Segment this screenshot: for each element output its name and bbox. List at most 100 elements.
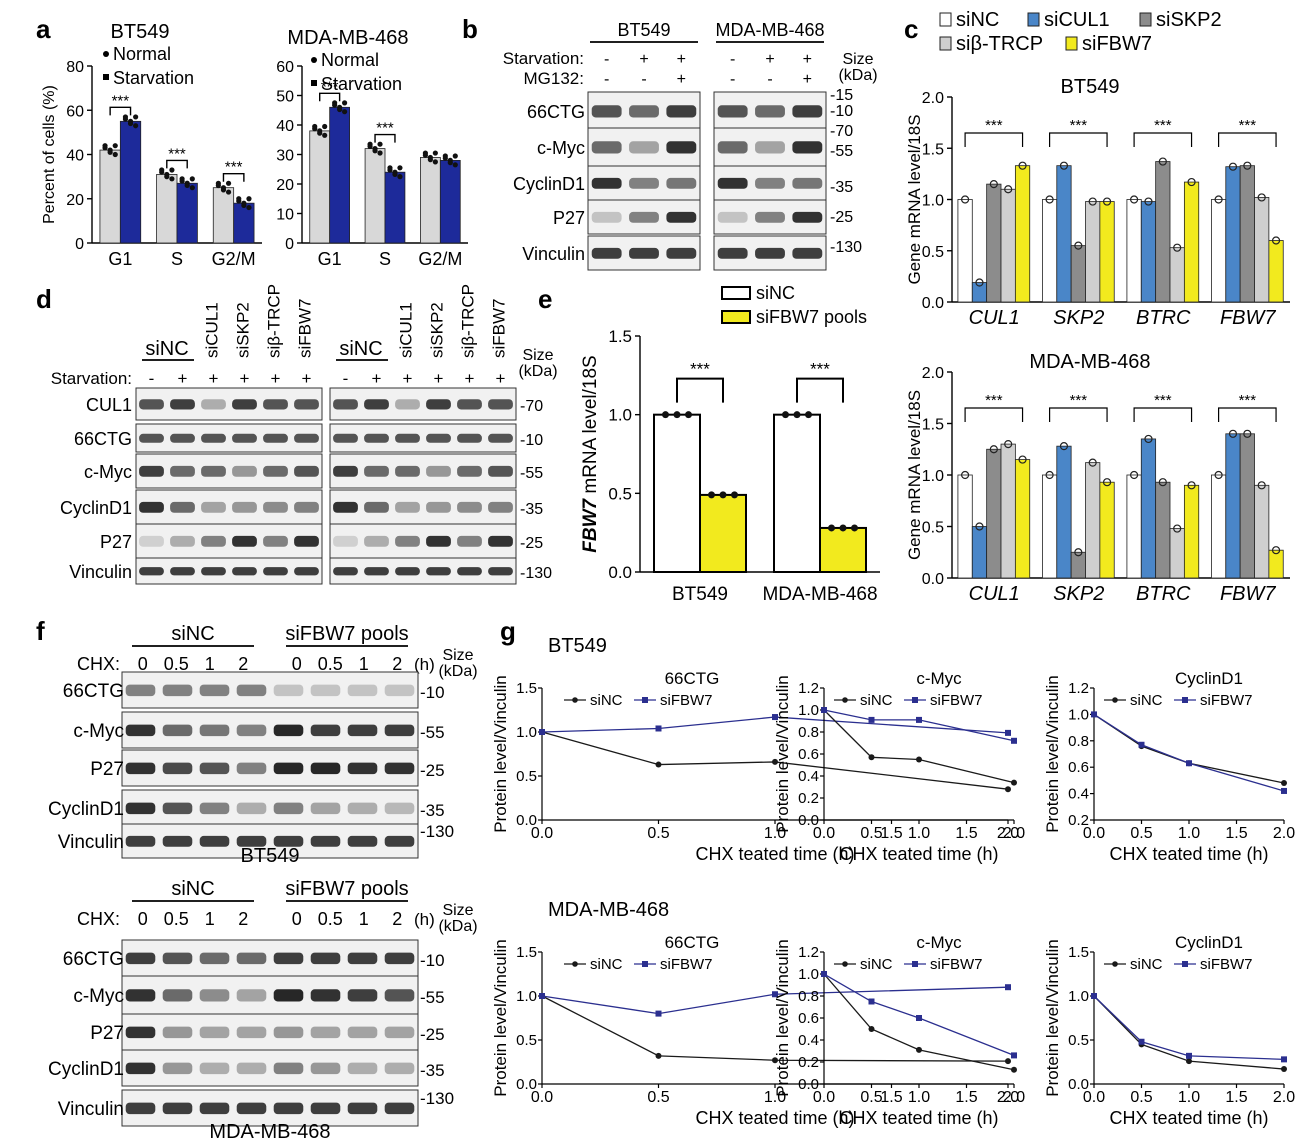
bar [957, 474, 973, 579]
mg132-sign: - [767, 71, 772, 88]
starvation-sign: - [604, 51, 609, 68]
data-point [662, 411, 669, 419]
y-tick-label: 1.5 [922, 417, 944, 434]
data-point [772, 758, 778, 765]
series-line [823, 709, 1015, 742]
legend-marker [1112, 961, 1118, 967]
data-point [447, 160, 453, 166]
data-point [851, 524, 858, 532]
y-tick-label: 0.0 [922, 571, 944, 588]
significance-mark: *** [376, 120, 394, 137]
bar [1211, 199, 1227, 303]
blot-band-row [121, 711, 419, 749]
legend-marker [642, 961, 648, 967]
bar [1169, 247, 1185, 303]
significance-mark: *** [1070, 117, 1088, 134]
blot-band [755, 105, 785, 118]
size-marker: -130 [830, 239, 862, 256]
blot-band [666, 141, 697, 154]
data-point [159, 169, 165, 175]
blot-band [310, 1102, 341, 1115]
legend-label: siSKP2 [1156, 9, 1222, 31]
size-marker: -25 [520, 535, 543, 552]
data-point [246, 204, 252, 211]
x-tick-label: 2.0 [1003, 1089, 1025, 1106]
chart-title: c-Myc [916, 669, 962, 688]
bar [329, 106, 350, 244]
blot-band [201, 535, 226, 547]
blot-band [591, 177, 622, 189]
lane-label: siCUL1 [203, 302, 222, 358]
data-point [731, 491, 738, 499]
blot-band [236, 952, 267, 965]
bar [1140, 201, 1157, 303]
y-tick-label: 0.4 [798, 1032, 819, 1049]
starvation-sign: + [434, 369, 444, 388]
significance-bracket [1218, 407, 1277, 422]
x-tick-label: 0.5 [647, 825, 669, 842]
x-tick-label: G2/M [418, 249, 462, 269]
blot-band [310, 762, 341, 775]
blot-band [792, 105, 823, 118]
legend-label: siFBW7 [930, 692, 983, 709]
blot-band [162, 835, 193, 847]
blot-band [310, 724, 341, 737]
starvation-sign: + [496, 369, 506, 388]
data-point [1158, 478, 1167, 487]
size-marker: -55 [520, 465, 543, 482]
bar [971, 526, 988, 579]
data-point [655, 761, 662, 768]
data-point [655, 1052, 662, 1059]
protein-label: CyclinD1 [60, 498, 132, 518]
bar [1056, 165, 1072, 303]
bar [1254, 197, 1270, 303]
significance-mark: *** [1154, 117, 1172, 134]
protein-label: CyclinD1 [48, 1059, 124, 1080]
blot-band [717, 141, 748, 154]
x-tick-label: 2.0 [997, 825, 1019, 842]
starvation-sign: + [372, 369, 382, 388]
y-tick-label: 1.0 [1068, 706, 1089, 723]
blot-band [201, 433, 226, 443]
blot-band [199, 802, 230, 815]
x-tick-label: BT549 [672, 584, 728, 605]
data-point [241, 202, 247, 208]
legend-marker [842, 961, 848, 967]
series-line [541, 995, 1009, 1062]
x-tick-label: 0.0 [531, 1089, 553, 1106]
size-header: (kDa) [838, 67, 877, 84]
bar [1085, 201, 1101, 303]
blot-band [347, 1062, 378, 1075]
starvation-sign: + [677, 51, 686, 68]
data-point [220, 187, 227, 193]
data-point [1011, 779, 1017, 786]
significance-mark: *** [810, 360, 830, 379]
blot-band [201, 465, 226, 477]
data-point [685, 411, 692, 419]
x-axis-label: CHX teated time (h) [695, 1108, 854, 1128]
blot-band [310, 835, 341, 847]
y-axis-label: Protein level/Vinculin [491, 939, 510, 1097]
blot-band [333, 535, 358, 547]
blot-band-row [121, 671, 419, 709]
blot-band [310, 1062, 341, 1075]
blot-band [426, 433, 451, 443]
starvation-sign: + [178, 369, 188, 388]
chart-title: MDA-MB-468 [287, 27, 408, 49]
data-point [422, 152, 428, 158]
data-point [133, 114, 139, 120]
data-point [655, 1010, 662, 1017]
blot-band-row [329, 523, 517, 559]
y-axis-label: Percent of cells (%) [41, 85, 58, 224]
blot-band [488, 433, 513, 443]
data-point [452, 162, 458, 168]
bar [699, 493, 747, 574]
panel-label: d [36, 284, 52, 314]
panel-g-chart-4: 0.0 0.2 0.4 0.6 0.8 1.0 1.2 0.0 0.5 1.0 1.5 2.0 CHX … [773, 933, 1025, 1128]
starvation-sign: - [730, 51, 735, 68]
size-marker: -35 [420, 1061, 445, 1080]
data-point [392, 171, 398, 177]
blot-band [629, 211, 659, 223]
blot-band-row [329, 557, 517, 585]
